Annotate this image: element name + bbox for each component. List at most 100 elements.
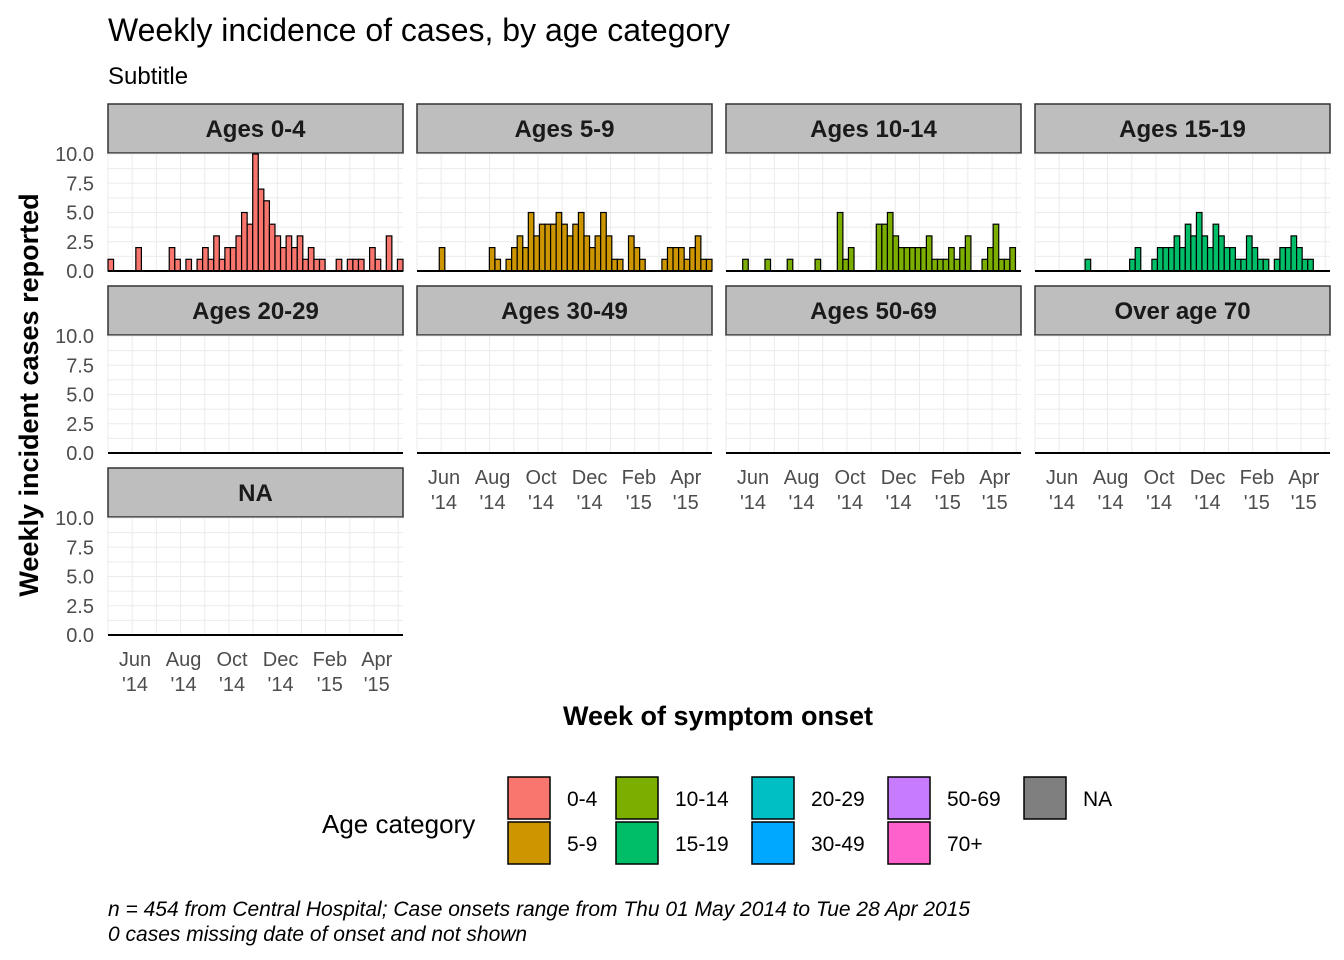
x-tick-label-year: '14 [1098,492,1124,514]
bar [1167,247,1175,272]
bar [313,258,321,272]
bar [1003,258,1011,272]
gridlines [107,335,403,454]
x-tick-label: Oct [834,467,866,489]
legend-item: 0-4 [507,776,598,820]
bar [438,247,446,272]
bar [1279,247,1287,272]
x-tick-label: Aug [166,649,202,671]
facet-panels: Ages 0-4 0.0 2.5 5.0 7.5 10.0 Ages 5-9 Ages 10-… [55,103,1331,696]
x-tick-label-year: '14 [789,492,815,514]
x-tick-label: Dec [263,649,299,671]
x-tick-label-year: '14 [219,674,245,696]
legend: Age category 0-4 5-9 10-14 15-19 20-29 30-49 5… [322,776,1112,865]
legend-swatch [507,776,551,820]
bar [274,235,282,272]
bar [948,247,955,272]
bar [987,247,994,272]
facet-strip-label: Ages 20-29 [192,298,319,325]
bar [1307,258,1314,272]
bar [213,235,220,272]
bar [1290,235,1298,272]
bar [385,235,393,272]
legend-label: 50-69 [947,788,1001,811]
legend-item: 20-29 [751,776,865,820]
bar [1184,223,1192,272]
gridlines [107,517,403,636]
bar [396,258,404,272]
bar [1173,235,1181,272]
bar [1179,247,1186,272]
bar [639,258,646,272]
bar [953,258,961,272]
bar [1223,247,1231,272]
x-axis-title: Week of symptom onset [563,701,873,731]
bar [588,247,596,272]
bar [207,258,215,272]
x-tick-label: Feb [931,467,965,489]
bar [1009,247,1017,272]
y-tick-label: 7.5 [66,537,94,559]
legend-label: 5-9 [567,833,597,856]
bar [1240,258,1248,272]
y-tick-label: 5.0 [66,567,94,589]
bar [881,223,889,272]
y-tick-label: 2.5 [66,596,94,618]
facet-strip [725,285,1022,336]
x-tick-label: Aug [784,467,820,489]
chart-title: Weekly incidence of cases, by age catego… [108,12,730,48]
legend-item: 15-19 [615,821,729,865]
facet-panel: Ages 30-49 Jun '14 Aug '14 Oct '14 Dec '14 Feb '15… [416,285,713,514]
gridlines [725,153,1021,272]
y-tick-label: 10.0 [55,144,94,166]
x-tick-label-year: '14 [268,674,294,696]
bar [516,235,524,272]
x-tick-label: Dec [881,467,917,489]
y-tick-label: 2.5 [66,414,94,436]
x-tick-label: Jun [119,649,151,671]
bar [1284,247,1292,272]
facet-strip [1034,285,1331,336]
bar [318,258,326,272]
x-tick-label: Apr [979,467,1010,489]
bar [786,258,794,272]
legend-label: 70+ [947,833,983,856]
bar [135,247,142,272]
bar [920,247,927,272]
bar [914,247,922,272]
bar [627,235,635,272]
x-tick-label-year: '14 [480,492,506,514]
bar [672,247,680,272]
facet-panel: Ages 50-69 Jun '14 Aug '14 Oct '14 Dec '14 Feb '15… [725,285,1022,514]
caption: n = 454 from Central Hospital; Case onse… [108,898,970,946]
bar [764,258,772,272]
bar [661,258,669,272]
y-tick-label: 0.0 [66,261,94,283]
bar [992,223,1000,272]
x-tick-label-year: '15 [1291,492,1317,514]
bar [202,247,209,272]
bar [522,247,529,272]
x-tick-label-year: '15 [364,674,390,696]
bar [1245,235,1253,272]
facet-strip [107,103,404,154]
x-tick-label-year: '14 [528,492,554,514]
bar [1190,235,1198,272]
bar [196,258,204,272]
x-tick-label-year: '14 [1146,492,1172,514]
bar [942,258,950,272]
facet-strip-label: Ages 0-4 [205,116,306,143]
bar [1301,258,1309,272]
bar [700,258,708,272]
bar [633,247,641,272]
bar [903,247,911,272]
bar [1201,235,1209,272]
facet-panel: Ages 10-14 [725,103,1022,272]
facet-panel: NA 0.0 2.5 5.0 7.5 10.0 Jun '14 Aug '14 Oct '14 Dec '… [55,467,404,696]
bar [1162,247,1170,272]
bar [964,235,972,272]
legend-label: 30-49 [811,833,865,856]
bar [224,247,232,272]
legend-item: 50-69 [887,776,1001,820]
legend-item: 5-9 [507,821,597,865]
